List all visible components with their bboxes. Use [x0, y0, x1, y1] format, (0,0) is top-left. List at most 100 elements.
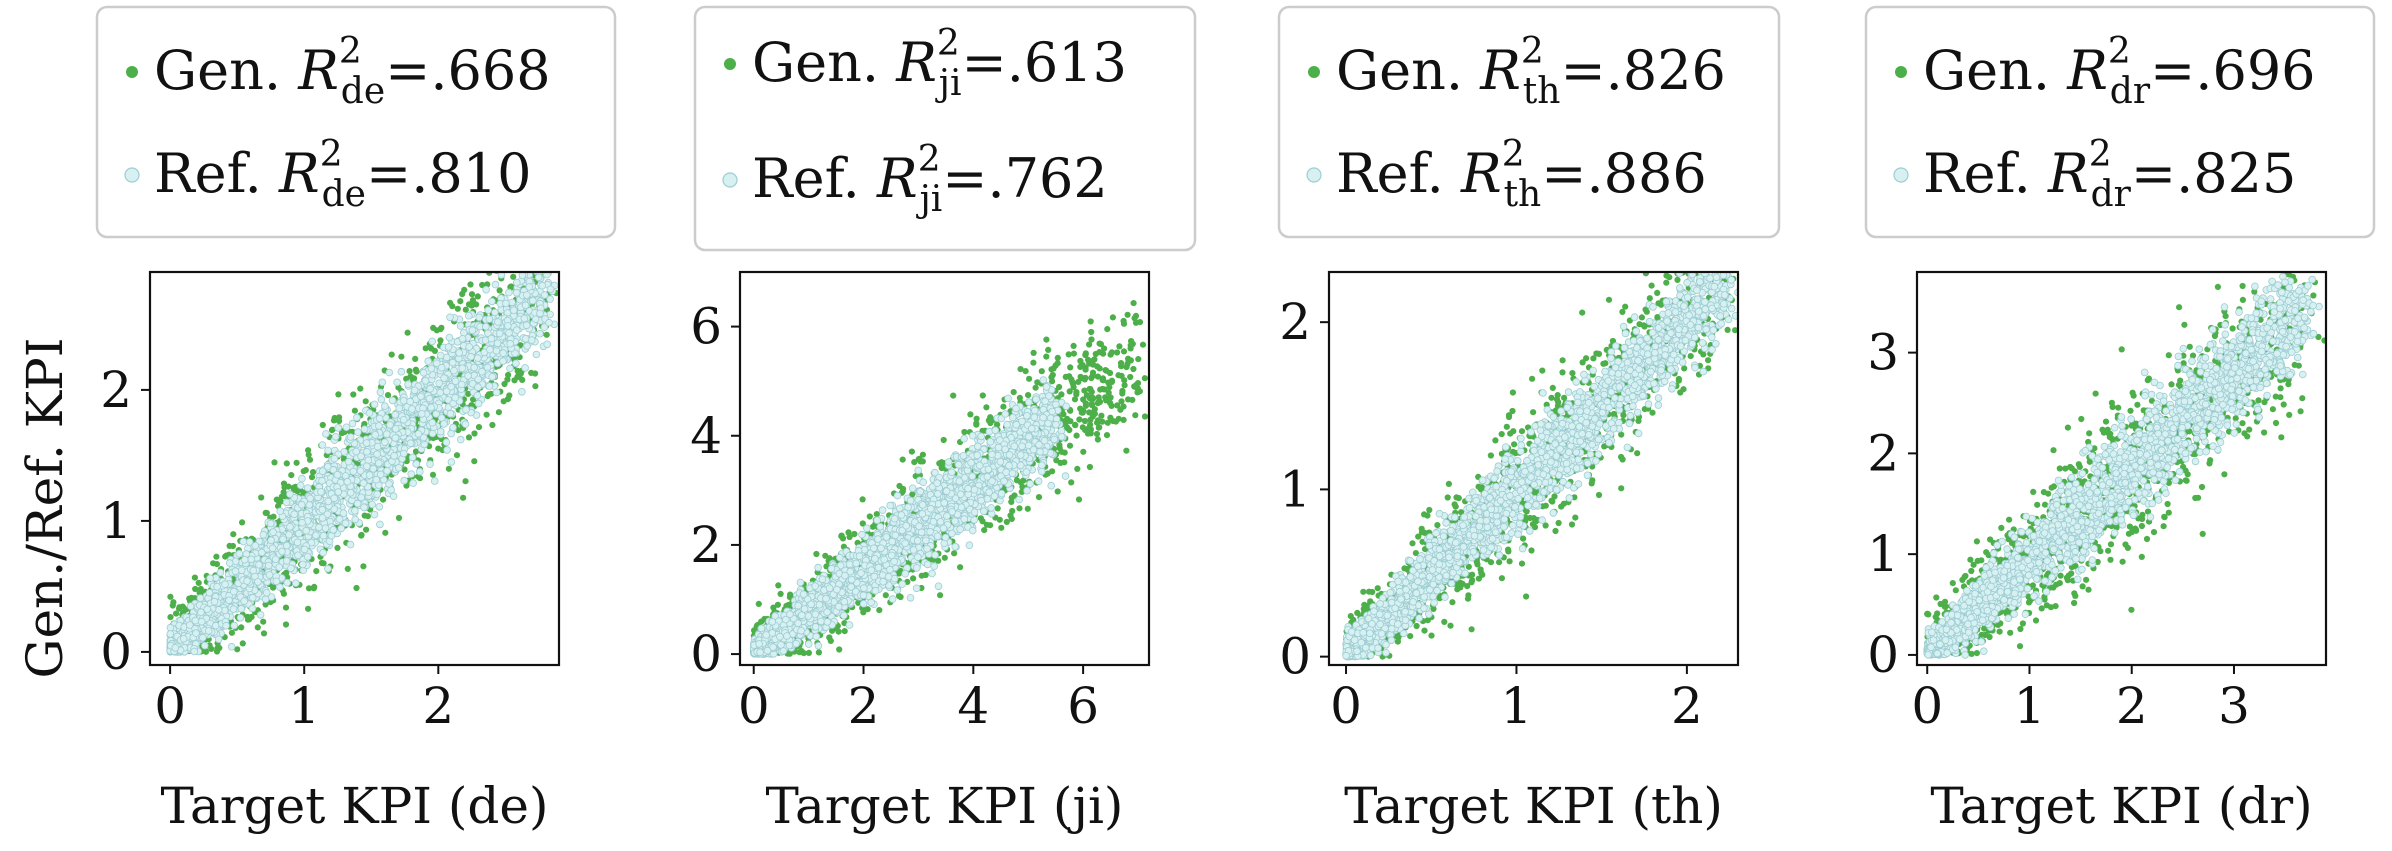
- gen-point: [380, 496, 387, 503]
- ref-point: [368, 500, 377, 509]
- gen-point: [1062, 419, 1069, 426]
- gen-point: [859, 496, 866, 503]
- ref-point: [457, 380, 466, 389]
- gen-point: [1114, 402, 1121, 409]
- ref-point: [536, 309, 544, 318]
- ref-point: [436, 351, 445, 360]
- gen-point: [1093, 430, 1101, 438]
- ref-point: [210, 597, 219, 606]
- gen-point: [335, 391, 342, 398]
- ref-point: [391, 425, 400, 433]
- gen-point: [351, 407, 358, 414]
- ref-point: [482, 322, 490, 331]
- ref-point: [166, 630, 175, 638]
- gen-point: [496, 287, 503, 294]
- ref-point: [351, 506, 359, 515]
- ref-point: [272, 577, 281, 586]
- gen-point: [213, 561, 220, 568]
- ref-point: [544, 248, 551, 255]
- ref-point: [497, 272, 506, 279]
- ref-point: [428, 337, 437, 346]
- gen-point: [1060, 411, 1067, 418]
- ref-point: [374, 459, 383, 467]
- gen-point: [532, 261, 538, 267]
- ref-point: [428, 429, 437, 438]
- ref-point: [505, 329, 513, 337]
- gen-point: [1129, 396, 1136, 403]
- gen-point: [1097, 341, 1104, 348]
- ref-point: [531, 315, 540, 323]
- gen-point: [918, 572, 925, 579]
- gen-point: [1132, 382, 1139, 389]
- gen-point: [1118, 363, 1125, 370]
- ref-point: [450, 366, 458, 375]
- ref-point: [488, 373, 497, 381]
- gen-point: [288, 472, 295, 479]
- gen-point: [462, 306, 469, 313]
- ref-point: [399, 396, 408, 405]
- ref-point: [478, 367, 486, 376]
- gen-point: [468, 291, 476, 298]
- ref-point: [543, 272, 551, 279]
- ref-point: [166, 623, 175, 632]
- gen-point: [1081, 387, 1088, 394]
- ref-point: [467, 352, 475, 361]
- gen-point: [467, 281, 474, 288]
- ref-point: [455, 349, 464, 357]
- gen-point: [786, 650, 793, 657]
- gen-point: [1058, 391, 1065, 398]
- ref-point: [322, 430, 330, 438]
- ref-point: [525, 283, 534, 291]
- ref-point: [512, 359, 520, 368]
- ref-point: [520, 314, 529, 323]
- ref-point: [356, 467, 365, 475]
- ref-point: [485, 382, 494, 390]
- gen-point: [873, 510, 880, 518]
- ref-point: [312, 531, 320, 539]
- gen-point: [469, 297, 476, 304]
- ref-point: [267, 536, 275, 544]
- gen-point: [1052, 362, 1059, 369]
- gen-point: [506, 264, 512, 270]
- ref-point: [528, 296, 537, 305]
- gen-point: [519, 376, 526, 383]
- gen-point: [940, 436, 947, 444]
- gen-point: [546, 257, 552, 263]
- gen-point: [839, 535, 847, 542]
- gen-point: [484, 393, 491, 400]
- gen-point: [836, 646, 843, 653]
- scatter-points-ji: [749, 300, 1149, 658]
- ref-point: [446, 313, 454, 322]
- ref-point: [436, 427, 445, 436]
- ref-point: [425, 394, 434, 403]
- gen-point: [234, 646, 241, 653]
- gen-point: [1045, 346, 1052, 353]
- ref-point: [329, 525, 338, 534]
- gen-point: [382, 529, 389, 536]
- ref-point: [248, 593, 257, 602]
- ref-point: [386, 421, 394, 429]
- ref-point: [375, 502, 384, 511]
- gen-point: [1065, 351, 1072, 358]
- ref-point: [432, 410, 440, 418]
- ref-point: [315, 523, 323, 532]
- gen-point: [1104, 419, 1111, 426]
- gen-point: [395, 514, 403, 522]
- gen-point: [258, 494, 265, 501]
- ref-point: [538, 281, 547, 290]
- ref-point: [283, 578, 292, 587]
- ref-point: [221, 580, 229, 588]
- y-axis-label: Gen./Ref. KPI: [16, 338, 74, 679]
- gen-point: [363, 526, 370, 533]
- ref-point: [296, 481, 305, 490]
- gen-point: [502, 264, 508, 270]
- ref-point: [407, 470, 416, 478]
- ref-point: [390, 452, 398, 460]
- gen-point: [1073, 391, 1080, 398]
- gen-point: [350, 391, 357, 398]
- gen-point: [495, 409, 502, 416]
- gen-point: [293, 459, 300, 466]
- gen-point: [329, 426, 336, 433]
- ref-point: [360, 425, 369, 434]
